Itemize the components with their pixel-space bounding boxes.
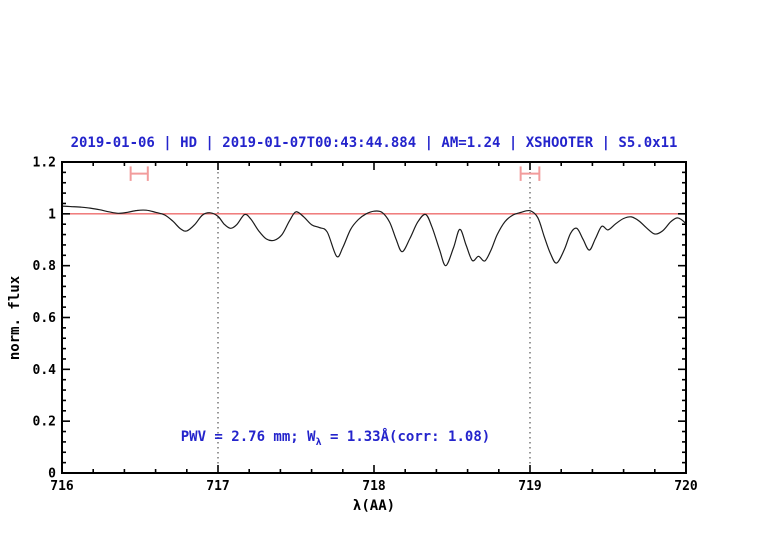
x-tick-label: 719 [518,479,541,494]
pwv-annotation: PWV = 2.76 mm; Wλ = 1.33Å(corr: 1.08) [147,413,490,464]
y-tick-label: 0 [48,467,56,482]
y-tick-label: 1.2 [33,156,56,171]
pwv-annotation-suffix: = 1.33Å(corr: 1.08) [321,429,491,445]
plot-title: 2019-01-06 | HD | 2019-01-07T00:43:44.88… [70,135,678,151]
x-tick-label: 720 [674,479,698,494]
pwv-annotation-prefix: PWV = 2.76 mm; W [180,429,316,445]
x-tick-label: 716 [50,479,74,494]
y-axis-label: norm. flux [7,275,23,361]
y-tick-label: 1 [48,207,56,222]
y-tick-label: 0.2 [33,415,56,430]
y-tick-label: 0.8 [33,259,57,274]
pwv-annotation-subscript: λ [315,437,322,448]
y-tick-label: 0.6 [33,311,57,326]
x-tick-label: 718 [362,479,386,494]
y-tick-label: 0.4 [33,363,57,378]
x-tick-label: 717 [206,479,229,494]
spectrum-curve [61,205,687,267]
x-axis-label: λ(AA) [352,498,396,514]
